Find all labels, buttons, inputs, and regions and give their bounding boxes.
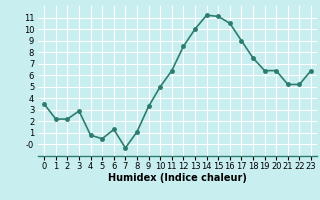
X-axis label: Humidex (Indice chaleur): Humidex (Indice chaleur) — [108, 173, 247, 183]
